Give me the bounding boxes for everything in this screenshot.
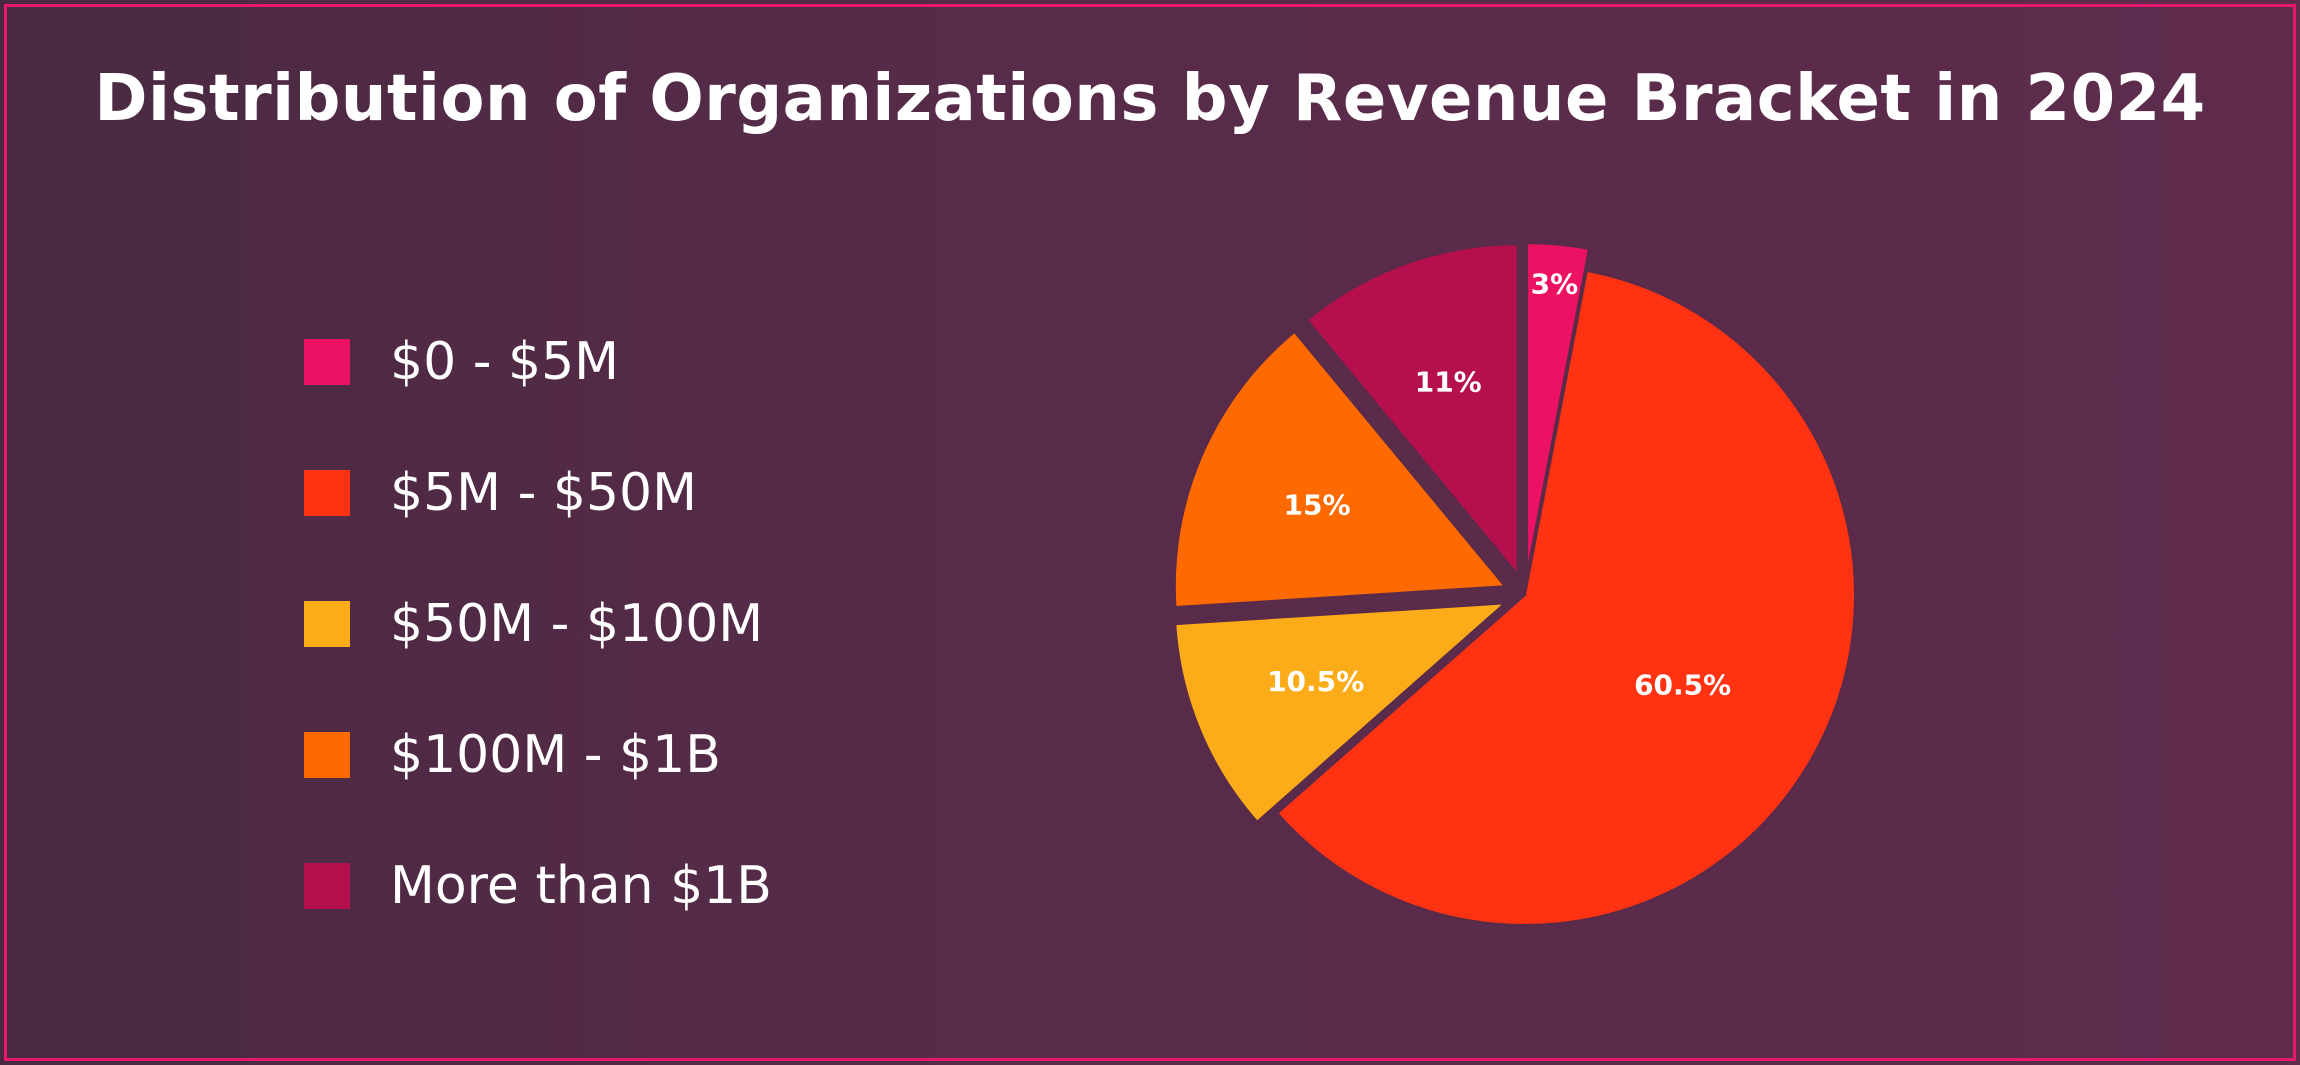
slice-label-4: 11% (1415, 365, 1482, 398)
legend-item-5m-50m: $5M - $50M (304, 427, 772, 558)
legend-item-50m-100m: $50M - $100M (304, 558, 772, 689)
slice-label-3: 15% (1284, 489, 1351, 522)
chart-frame (4, 4, 2296, 1061)
chart-title: Distribution of Organizations by Revenue… (94, 62, 2206, 136)
legend-swatch (304, 731, 350, 778)
legend-swatch (304, 862, 350, 909)
legend-swatch (304, 600, 350, 647)
legend-label: $0 - $5M (390, 331, 620, 392)
pie-slice-2 (1174, 602, 1508, 824)
slice-label-0: 3% (1531, 267, 1579, 300)
legend-item-0-5m: $0 - $5M (304, 296, 772, 427)
legend-label: $100M - $1B (390, 724, 721, 785)
legend-item-100m-1b: $100M - $1B (304, 689, 772, 820)
legend-label: More than $1B (390, 855, 772, 916)
legend: $0 - $5M $5M - $50M $50M - $100M $100M -… (304, 296, 772, 951)
slice-label-1: 60.5% (1634, 668, 1731, 701)
legend-swatch (304, 469, 350, 516)
pie-slice-3 (1173, 330, 1507, 609)
pie-slice-4 (1305, 243, 1519, 578)
legend-swatch (304, 338, 350, 385)
legend-label: $5M - $50M (390, 462, 697, 523)
legend-item-more-than-1b: More than $1B (304, 820, 772, 951)
pie-slice-1 (1276, 269, 1856, 926)
slice-label-2: 10.5% (1267, 665, 1364, 698)
pie-slice-0 (1526, 242, 1591, 574)
legend-label: $50M - $100M (390, 593, 764, 654)
